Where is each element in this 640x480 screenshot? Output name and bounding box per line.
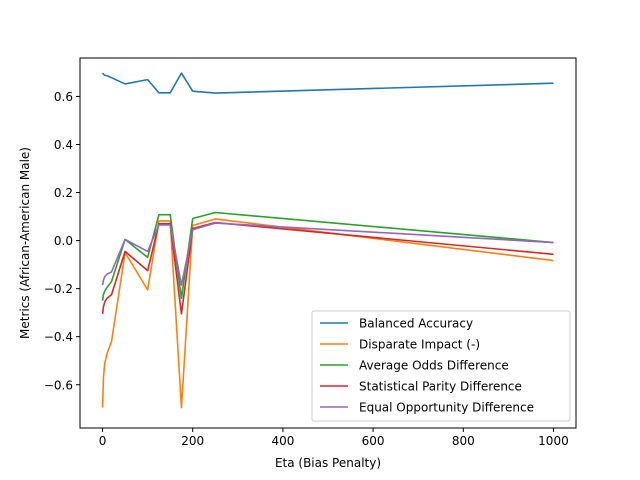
y-tick-label: 0.2 bbox=[54, 186, 73, 200]
y-tick-label: −0.6 bbox=[44, 378, 73, 392]
y-tick-label: 0.6 bbox=[54, 90, 73, 104]
y-tick-label: 0.4 bbox=[54, 138, 73, 152]
legend-label-statistical-parity-difference: Statistical Parity Difference bbox=[359, 380, 522, 394]
legend: Balanced Accuracy Disparate Impact (-) Ave… bbox=[311, 310, 571, 422]
series-line-statistical-parity-difference bbox=[101, 221, 554, 315]
legend-label-equal-opportunity-difference: Equal Opportunity Difference bbox=[359, 401, 534, 415]
x-tick-label: 200 bbox=[181, 434, 204, 448]
series-line-average-odds-difference bbox=[101, 211, 554, 301]
x-tick-label: 400 bbox=[271, 434, 294, 448]
y-axis-label: Metrics (African-American Male) bbox=[18, 147, 32, 339]
x-tick-label: 0 bbox=[99, 434, 107, 448]
y-tick-label: −0.2 bbox=[44, 282, 73, 296]
x-axis-label: Eta (Bias Penalty) bbox=[275, 456, 381, 470]
series-line-balanced-accuracy bbox=[101, 72, 554, 94]
legend-box bbox=[311, 310, 571, 422]
ticks-layer: 0 200 400 600 800 1000 −0.6 −0.4 −0.2 0.0 0.2 0.4 0.… bbox=[44, 90, 569, 448]
series-layer bbox=[101, 72, 554, 409]
x-tick-label: 600 bbox=[362, 434, 385, 448]
y-tick-label: 0.0 bbox=[54, 234, 73, 248]
x-tick-label: 1000 bbox=[538, 434, 569, 448]
legend-label-balanced-accuracy: Balanced Accuracy bbox=[359, 317, 473, 331]
plot-frame bbox=[79, 57, 577, 429]
x-tick-label: 800 bbox=[452, 434, 475, 448]
legend-label-disparate-impact: Disparate Impact (-) bbox=[359, 338, 480, 352]
y-tick-label: −0.4 bbox=[44, 330, 73, 344]
series-line-equal-opportunity-difference bbox=[101, 222, 554, 286]
series-line-disparate-impact bbox=[101, 218, 554, 409]
legend-label-average-odds-difference: Average Odds Difference bbox=[359, 359, 509, 373]
